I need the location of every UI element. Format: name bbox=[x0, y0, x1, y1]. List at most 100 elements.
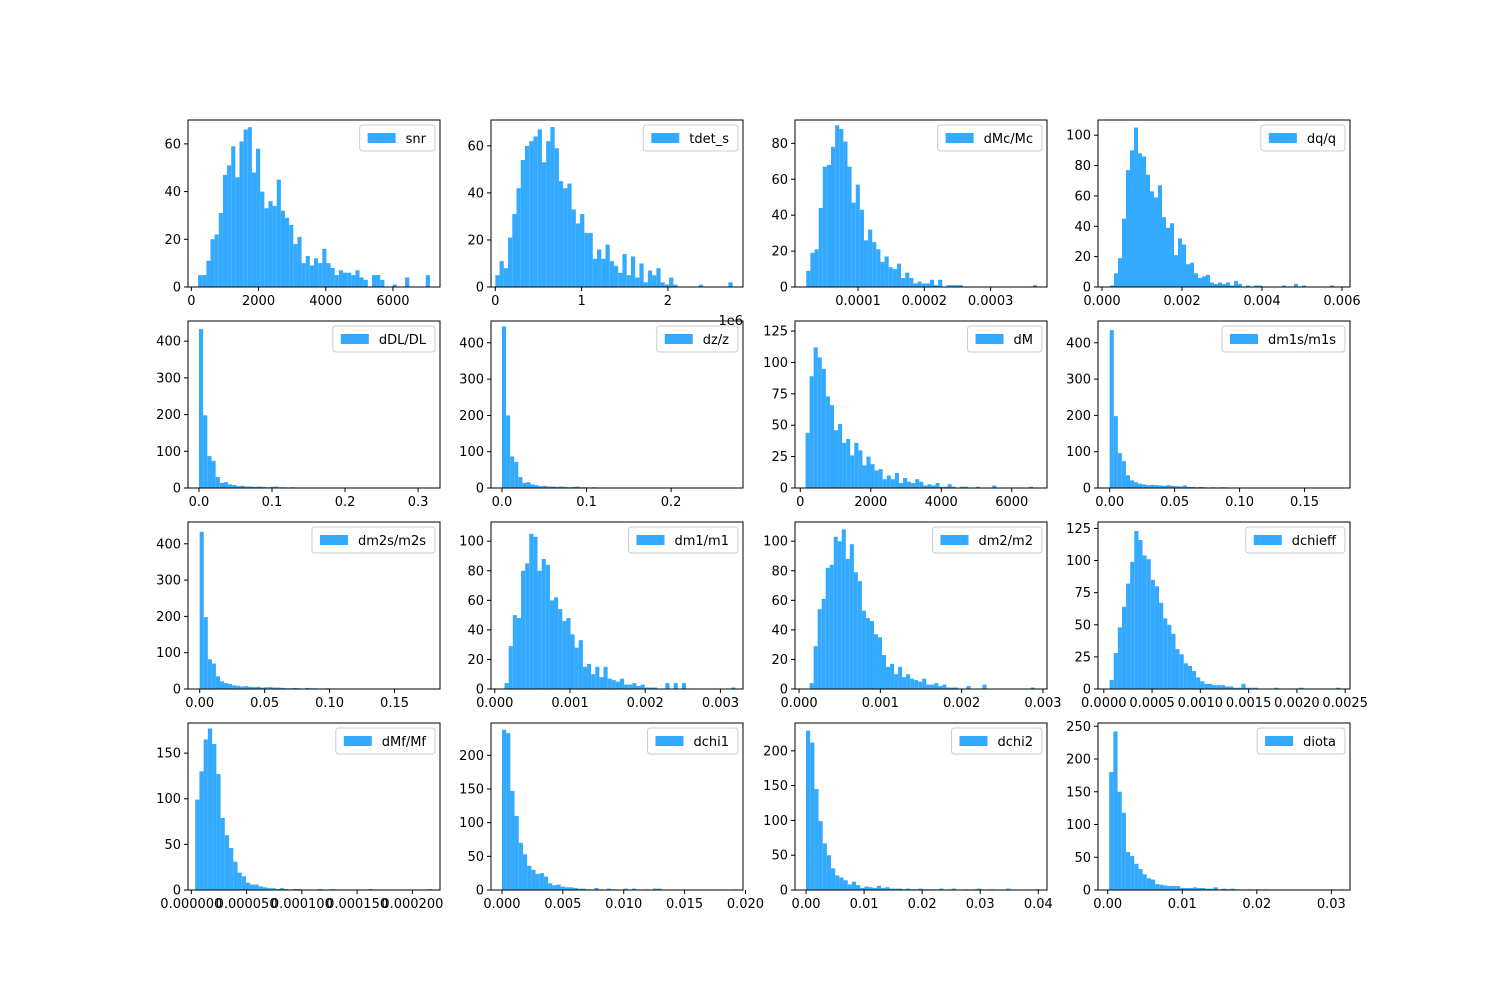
x-tick-label: 0.002 bbox=[1163, 294, 1200, 309]
y-tick-label: 0 bbox=[173, 281, 181, 296]
histogram-bar bbox=[597, 249, 602, 287]
y-tick-label: 50 bbox=[1074, 851, 1091, 866]
histogram-panel: 0.000 0.001 0.002 0.003 0 20 40 60 80 100 dm2/m2 bbox=[763, 521, 1062, 711]
histogram-bar bbox=[261, 486, 266, 488]
x-tick-label: 2 bbox=[664, 294, 672, 309]
histogram-bar bbox=[305, 687, 310, 689]
histogram-bar bbox=[546, 141, 551, 287]
histogram-bar bbox=[838, 423, 843, 488]
histogram-bar bbox=[873, 634, 878, 689]
histogram-bar bbox=[1254, 285, 1258, 287]
histogram-bar bbox=[575, 486, 580, 488]
y-tick-label: 20 bbox=[467, 233, 484, 248]
histogram-bar bbox=[931, 485, 936, 488]
x-tick-label: 0.000 bbox=[1083, 294, 1120, 309]
histogram-bar bbox=[241, 876, 246, 890]
histogram-bar bbox=[269, 486, 275, 488]
histogram-bar bbox=[587, 663, 592, 689]
y-tick-label: 0 bbox=[1083, 281, 1091, 296]
histogram-bar bbox=[639, 263, 644, 287]
legend-box bbox=[332, 325, 436, 353]
legend-box bbox=[646, 727, 739, 755]
x-tick-label: 6000 bbox=[995, 495, 1028, 510]
y-tick-label: 400 bbox=[1066, 336, 1091, 351]
legend: dM bbox=[967, 325, 1043, 353]
histogram-bar bbox=[235, 177, 240, 287]
histogram-panel: 0.0000000.0000500.0001000.0001500.000200… bbox=[156, 722, 443, 912]
legend-label: snr bbox=[406, 132, 427, 147]
histogram-panel: 0.00 0.01 0.02 0.03 0 50 100 150 200 250 diota bbox=[1066, 720, 1351, 912]
histogram-bar bbox=[886, 475, 891, 488]
histogram-bar bbox=[578, 640, 583, 689]
x-tick-label: 0.02 bbox=[1242, 897, 1271, 912]
histogram-bar bbox=[818, 207, 823, 287]
x-tick-label: 0.0001 bbox=[835, 294, 881, 309]
x-tick-label: 0 bbox=[796, 495, 804, 510]
histogram-bar bbox=[293, 244, 298, 287]
histogram-bar bbox=[531, 869, 536, 890]
histogram-bar bbox=[1224, 686, 1230, 689]
histogram-bar bbox=[256, 148, 261, 287]
x-tick-label: 0.000 bbox=[780, 696, 817, 711]
histogram-bar bbox=[543, 876, 549, 890]
histogram-bar bbox=[533, 136, 538, 287]
histogram-bar bbox=[919, 481, 924, 488]
histogram-bar bbox=[653, 687, 658, 689]
x-tick-label: 0.0015 bbox=[1226, 696, 1272, 711]
histogram-bar bbox=[837, 541, 842, 689]
x-tick-label: 0.0005 bbox=[1129, 696, 1175, 711]
histogram-bar bbox=[947, 484, 952, 488]
histogram-bar bbox=[537, 570, 542, 689]
histogram-bar bbox=[1171, 633, 1176, 689]
histogram-bar bbox=[228, 683, 233, 689]
histogram-bar bbox=[1109, 330, 1114, 488]
axes-frame bbox=[1097, 320, 1351, 489]
legend-label: dm2/m2 bbox=[978, 534, 1033, 549]
histogram-bar bbox=[922, 678, 927, 689]
histogram-bar bbox=[1126, 583, 1131, 689]
histogram-bar bbox=[1182, 485, 1187, 488]
histogram-bar bbox=[1246, 285, 1250, 287]
legend-label: dM bbox=[1014, 333, 1033, 348]
histogram-bar bbox=[214, 234, 219, 287]
legend: dchieff bbox=[1245, 526, 1346, 554]
histogram-bar bbox=[951, 888, 957, 890]
x-tick-label: 0.10 bbox=[1225, 495, 1254, 510]
histogram-bar bbox=[534, 485, 539, 488]
histogram-bar bbox=[1174, 255, 1178, 287]
legend-swatch bbox=[1265, 736, 1294, 746]
histogram-bar bbox=[1302, 285, 1306, 287]
x-tick-label: 0.1 bbox=[262, 495, 283, 510]
histogram-panel: 0.000 0.001 0.002 0.003 0 20 40 60 80 100 dm1/m1 bbox=[459, 521, 744, 711]
histogram-bar bbox=[835, 875, 840, 890]
histogram-bar bbox=[222, 174, 228, 287]
histogram-bar bbox=[833, 430, 839, 488]
histogram-bar bbox=[1170, 223, 1174, 287]
histogram-bar bbox=[1117, 627, 1122, 689]
x-tick-label: 1 bbox=[577, 294, 585, 309]
histogram-bar bbox=[857, 581, 862, 689]
histogram-bar bbox=[1113, 653, 1118, 689]
y-tick-label: 0 bbox=[780, 281, 788, 296]
histogram-bar bbox=[817, 609, 822, 689]
histogram-bar bbox=[495, 275, 500, 287]
histogram-bar bbox=[847, 884, 852, 890]
histogram-bar bbox=[256, 686, 261, 689]
histogram-bar bbox=[267, 888, 272, 890]
histogram-bar bbox=[822, 166, 827, 287]
axes-frame bbox=[1097, 119, 1351, 288]
histogram-bar bbox=[1220, 685, 1225, 689]
histogram-bar bbox=[506, 415, 511, 488]
histogram-bar bbox=[909, 278, 914, 287]
y-tick-label: 100 bbox=[459, 445, 484, 460]
histogram-bar bbox=[963, 486, 968, 488]
histogram-bar bbox=[224, 482, 229, 488]
histogram-bar bbox=[522, 854, 528, 890]
legend-swatch bbox=[1229, 334, 1258, 344]
histogram-bar bbox=[1182, 244, 1186, 287]
histogram-bar bbox=[1146, 878, 1151, 890]
histogram-bar bbox=[1192, 887, 1197, 890]
histogram-bar bbox=[297, 236, 302, 287]
histogram-bar bbox=[1130, 561, 1135, 689]
